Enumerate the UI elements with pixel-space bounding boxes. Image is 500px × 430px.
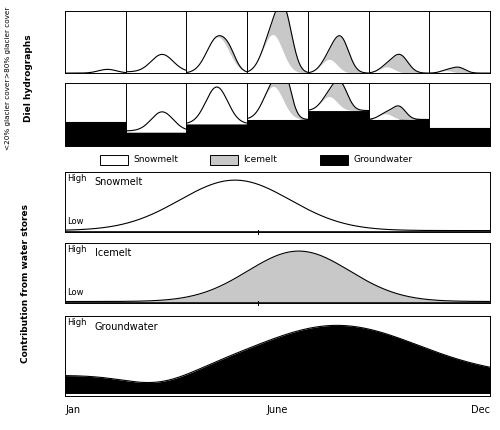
- Text: Jan: Jan: [65, 405, 80, 415]
- Text: >80% glacier cover: >80% glacier cover: [5, 6, 11, 77]
- Text: <20% glacier cover: <20% glacier cover: [5, 79, 11, 150]
- Text: Icemelt: Icemelt: [244, 156, 278, 164]
- Text: High: High: [67, 174, 86, 183]
- Text: Snowmelt: Snowmelt: [134, 156, 178, 164]
- Text: Contribution from water stores: Contribution from water stores: [22, 204, 30, 363]
- Text: June: June: [267, 405, 288, 415]
- Text: Low: Low: [67, 288, 84, 297]
- Text: High: High: [67, 245, 86, 254]
- Text: Low: Low: [67, 217, 84, 226]
- Text: Snowmelt: Snowmelt: [95, 177, 143, 187]
- Text: Low: Low: [67, 379, 84, 388]
- Text: Diel hydrographs: Diel hydrographs: [24, 35, 33, 122]
- Text: Groundwater: Groundwater: [354, 156, 412, 164]
- Text: High: High: [67, 319, 86, 327]
- Text: Dec: Dec: [471, 405, 490, 415]
- Text: Groundwater: Groundwater: [95, 322, 158, 332]
- Text: Icemelt: Icemelt: [95, 248, 131, 258]
